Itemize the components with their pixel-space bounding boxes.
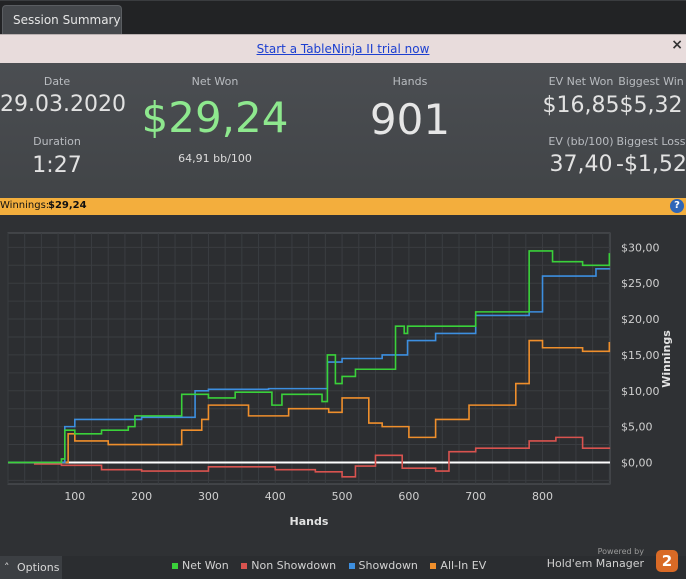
close-icon[interactable]: × bbox=[671, 37, 683, 53]
chevron-up-icon: ˄ bbox=[4, 561, 10, 574]
options-label: Options bbox=[17, 561, 60, 574]
biggest-loss-label: Biggest Loss bbox=[616, 135, 686, 148]
winnings-bar: Winnings: $29,24 ? bbox=[0, 198, 686, 215]
series-line-non-showdown bbox=[8, 436, 611, 478]
legend-item-allin-ev: All-In EV bbox=[430, 559, 486, 572]
powered-by-text: Powered by bbox=[597, 547, 644, 556]
y-tick-label: $0,00 bbox=[621, 456, 653, 469]
x-ticks: 100 200 300 400 500 600 700 800 bbox=[64, 490, 553, 503]
brand-name: Hold'em Manager bbox=[546, 557, 644, 570]
ev-net-won-value: $16,85 bbox=[542, 93, 620, 118]
duration-label: Duration bbox=[33, 135, 81, 148]
y-tick-label: $20,00 bbox=[621, 313, 660, 326]
ev-bb100-value: 37,40 bbox=[549, 152, 613, 177]
y-tick-label: $15,00 bbox=[621, 349, 660, 362]
x-tick-label: 800 bbox=[532, 490, 553, 503]
tab-session-summary[interactable]: Session Summary bbox=[2, 5, 122, 35]
legend-swatch bbox=[430, 563, 437, 569]
series-line-all-in-ev bbox=[8, 339, 611, 464]
net-won-bb100: 64,91 bb/100 bbox=[178, 152, 252, 165]
x-tick-label: 400 bbox=[265, 490, 286, 503]
legend-item-net-won: Net Won bbox=[172, 559, 229, 572]
net-won-value: $29,24 bbox=[141, 93, 289, 142]
legend-swatch bbox=[348, 563, 355, 569]
y-tick-label: $25,00 bbox=[621, 277, 660, 290]
duration-value: 1:27 bbox=[32, 153, 82, 178]
winnings-chart-svg: 100 200 300 400 500 600 700 800 $0,00 $5,00 $10,0… bbox=[7, 232, 673, 528]
help-icon[interactable]: ? bbox=[670, 199, 684, 213]
hem2-branding: Powered by Hold'em Manager 2 bbox=[538, 547, 678, 577]
series-line-showdown bbox=[8, 268, 611, 464]
x-tick-label: 600 bbox=[398, 490, 419, 503]
options-button[interactable]: ˄ Options bbox=[0, 556, 62, 579]
legend-label: Showdown bbox=[358, 559, 418, 572]
hands-label: Hands bbox=[392, 75, 428, 88]
date-value: 29.03.2020 bbox=[0, 92, 126, 117]
legend-item-non-showdown: Non Showdown bbox=[241, 559, 336, 572]
tableninja-trial-link[interactable]: Start a TableNinja II trial now bbox=[256, 42, 430, 56]
x-tick-label: 300 bbox=[198, 490, 219, 503]
legend-label: Non Showdown bbox=[251, 559, 337, 572]
winnings-label: Winnings: bbox=[0, 200, 50, 211]
x-tick-label: 700 bbox=[465, 490, 486, 503]
promo-banner: Start a TableNinja II trial now × bbox=[0, 34, 686, 64]
winnings-value: $29,24 bbox=[48, 200, 87, 211]
legend-item-showdown: Showdown bbox=[348, 559, 418, 572]
x-axis-label: Hands bbox=[290, 515, 329, 528]
net-won-label: Net Won bbox=[191, 75, 239, 88]
y-tick-label: $10,00 bbox=[621, 385, 660, 398]
series-line-net-won bbox=[8, 250, 611, 464]
stats-panel: Date 29.03.2020 Duration 1:27 Net Won $2… bbox=[0, 63, 686, 198]
hem2-logo-icon: 2 bbox=[656, 550, 678, 572]
legend-label: Net Won bbox=[182, 559, 229, 572]
ev-net-won-label: EV Net Won bbox=[548, 75, 614, 88]
x-tick-label: 200 bbox=[131, 490, 152, 503]
y-tick-label: $5,00 bbox=[621, 421, 653, 434]
footer: ˄ Options Net Won Non Showdown Showdown … bbox=[0, 547, 686, 579]
biggest-win-value: $5,32 bbox=[619, 93, 683, 118]
chart-legend: Net Won Non Showdown Showdown All-In EV bbox=[172, 559, 495, 572]
y-tick-label: $30,00 bbox=[621, 241, 660, 254]
legend-swatch bbox=[241, 563, 248, 569]
series-lines bbox=[8, 250, 611, 478]
hands-value: 901 bbox=[369, 95, 451, 144]
tab-bar: Session Summary bbox=[0, 0, 686, 35]
ev-bb100-label: EV (bb/100) bbox=[548, 135, 614, 148]
y-axis-label: Winnings bbox=[660, 330, 673, 388]
legend-swatch bbox=[172, 563, 178, 569]
y-ticks: $0,00 $5,00 $10,00 $15,00 $20,00 $25,00 $30,00 bbox=[621, 241, 660, 469]
winnings-chart: 100 200 300 400 500 600 700 800 $0,00 $5,00 $10,0… bbox=[0, 215, 686, 556]
legend-label: All-In EV bbox=[440, 559, 487, 572]
biggest-loss-value: -$1,52 bbox=[616, 152, 686, 177]
date-label: Date bbox=[43, 75, 71, 88]
biggest-win-label: Biggest Win bbox=[618, 75, 684, 88]
x-tick-label: 100 bbox=[64, 490, 85, 503]
x-tick-label: 500 bbox=[332, 490, 353, 503]
